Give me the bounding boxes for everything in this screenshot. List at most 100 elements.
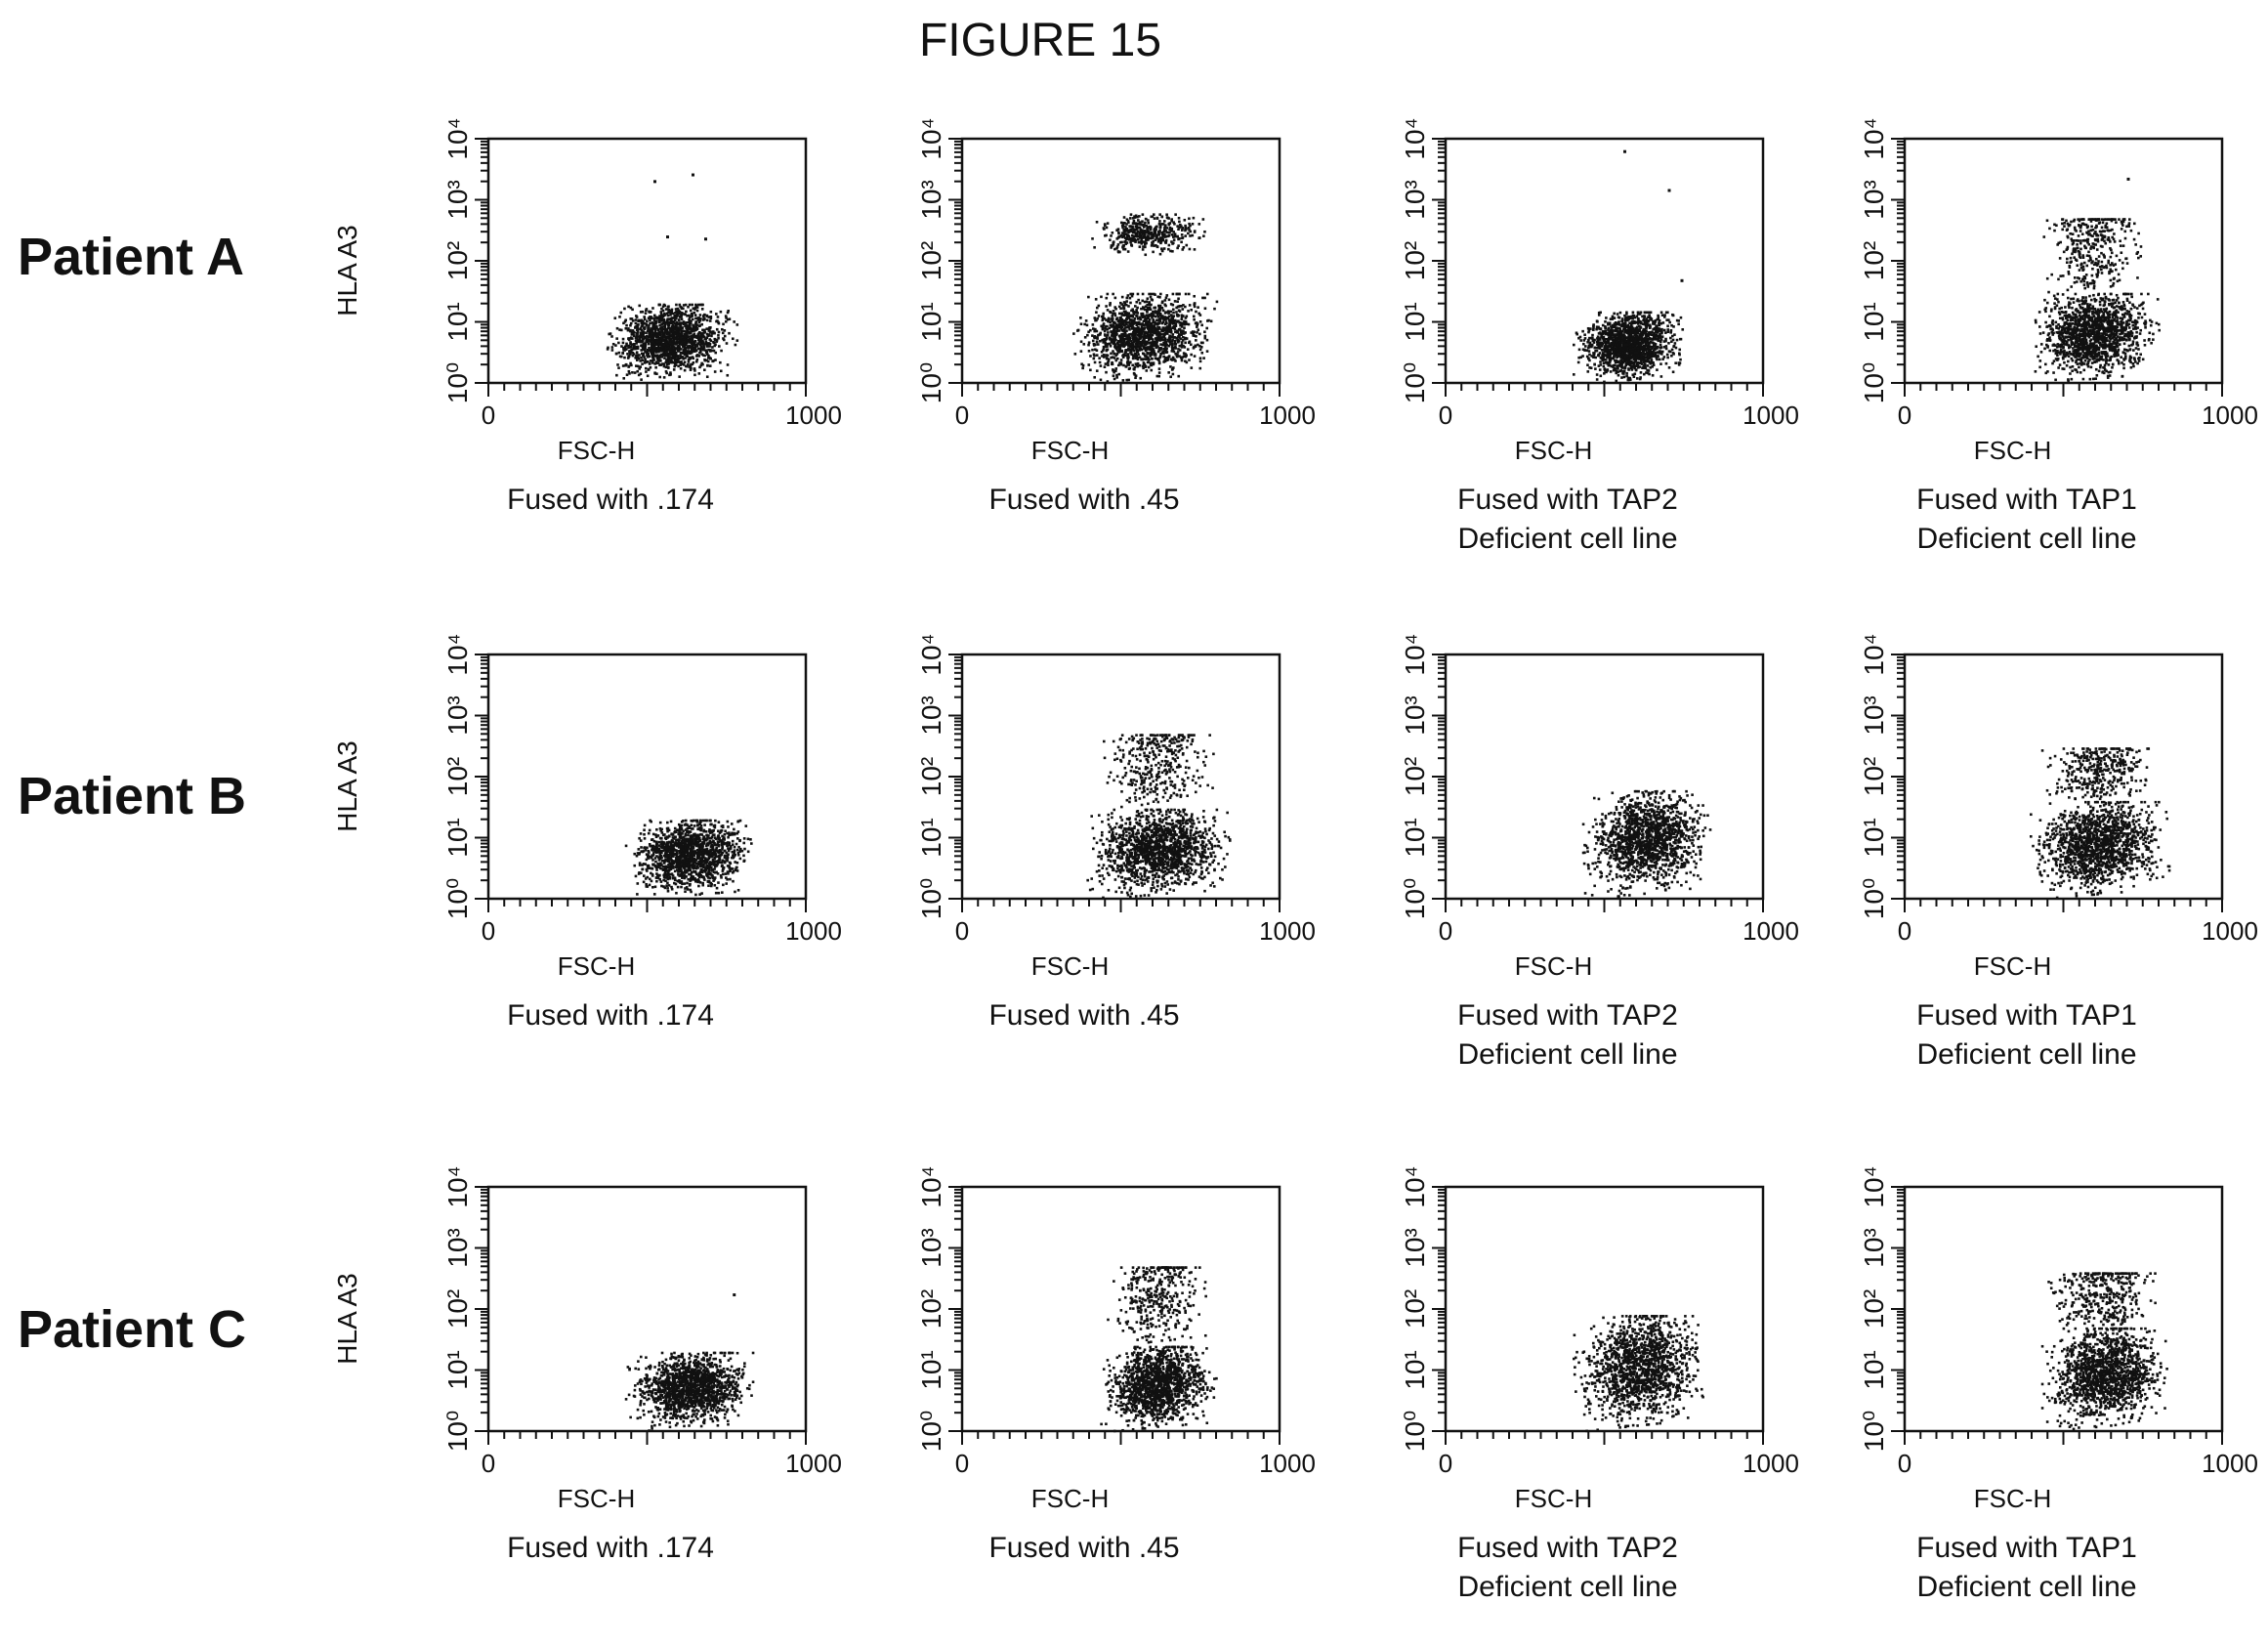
data-point — [1608, 330, 1611, 333]
data-point — [1184, 342, 1187, 345]
data-point — [649, 322, 651, 325]
data-point — [1213, 308, 1216, 311]
data-point — [1672, 353, 1675, 356]
data-point — [1178, 309, 1181, 312]
data-point — [647, 349, 650, 352]
data-point — [1177, 319, 1180, 322]
data-point — [608, 333, 610, 336]
data-point — [1189, 234, 1192, 237]
data-point — [1097, 343, 1100, 346]
data-point — [642, 324, 645, 327]
data-point — [627, 329, 630, 332]
data-point — [1667, 342, 1670, 345]
data-point — [660, 323, 663, 326]
data-point — [1140, 323, 1143, 326]
data-point — [1593, 341, 1596, 344]
data-point — [648, 324, 651, 327]
data-point — [1160, 247, 1163, 250]
data-point — [651, 307, 654, 310]
data-point — [1124, 226, 1127, 229]
data-point — [1189, 248, 1192, 251]
data-point — [1193, 295, 1196, 298]
data-point — [1172, 322, 1175, 325]
data-point — [644, 361, 647, 364]
data-point — [1157, 375, 1160, 378]
data-point — [1102, 315, 1105, 317]
data-point — [1181, 308, 1184, 311]
data-point — [655, 325, 658, 328]
y-tick-label: 10² — [1859, 241, 1889, 280]
data-point — [1188, 293, 1191, 296]
data-point — [1632, 329, 1635, 332]
data-point — [1613, 348, 1616, 351]
data-point — [630, 322, 633, 325]
data-point — [735, 344, 737, 347]
data-point — [1144, 326, 1147, 329]
data-point — [1141, 300, 1144, 303]
data-point — [1119, 319, 1122, 322]
data-point — [1124, 311, 1127, 314]
data-point — [1104, 333, 1107, 336]
data-point — [1194, 355, 1197, 358]
data-point — [1155, 316, 1157, 318]
data-point — [736, 323, 739, 326]
data-point — [1587, 347, 1590, 350]
data-point — [688, 359, 691, 361]
data-point — [1199, 357, 1202, 359]
data-point — [1187, 348, 1190, 351]
data-point — [1162, 235, 1165, 238]
data-point — [699, 314, 702, 317]
data-point — [1599, 368, 1602, 371]
data-point — [1172, 221, 1175, 224]
outlier-point — [1623, 150, 1626, 153]
data-point — [1575, 331, 1578, 334]
data-point — [1114, 331, 1117, 334]
data-point — [685, 304, 688, 307]
data-point — [643, 316, 646, 318]
data-point — [1125, 317, 1128, 320]
data-point — [679, 311, 682, 314]
data-point — [1165, 239, 1168, 242]
data-point — [673, 315, 676, 317]
data-point — [1633, 352, 1636, 355]
data-point — [1659, 341, 1662, 344]
data-point — [1108, 360, 1111, 363]
data-point — [2071, 307, 2074, 310]
data-point — [1083, 323, 1086, 326]
data-point — [1586, 349, 1589, 352]
data-point — [649, 335, 651, 338]
data-point — [1629, 357, 1632, 359]
data-point — [1188, 359, 1191, 361]
data-point — [1650, 356, 1653, 359]
data-point — [1639, 361, 1642, 364]
data-point — [1139, 236, 1142, 239]
data-point — [1605, 359, 1608, 361]
data-point — [681, 312, 684, 315]
data-point — [710, 335, 713, 338]
data-point — [1624, 321, 1627, 324]
data-point — [679, 306, 682, 309]
population-cloud — [607, 304, 738, 381]
data-point — [1618, 317, 1621, 319]
data-point — [732, 337, 735, 340]
data-point — [638, 354, 641, 357]
data-point — [1603, 365, 1606, 368]
data-point — [1110, 345, 1113, 348]
data-point — [1137, 334, 1140, 337]
data-point — [1660, 375, 1663, 378]
data-point — [1123, 323, 1126, 326]
data-point — [1096, 307, 1099, 310]
data-point — [1599, 374, 1602, 377]
data-point — [1592, 326, 1595, 329]
data-point — [1644, 367, 1647, 370]
data-point — [1104, 365, 1107, 368]
data-point — [1181, 229, 1184, 232]
data-point — [709, 331, 712, 334]
data-point — [1653, 332, 1656, 335]
data-point — [701, 308, 704, 311]
data-point — [1122, 379, 1125, 382]
data-point — [1162, 356, 1165, 359]
data-point — [1141, 327, 1144, 330]
data-point — [1183, 326, 1186, 329]
data-point — [1089, 355, 1092, 358]
